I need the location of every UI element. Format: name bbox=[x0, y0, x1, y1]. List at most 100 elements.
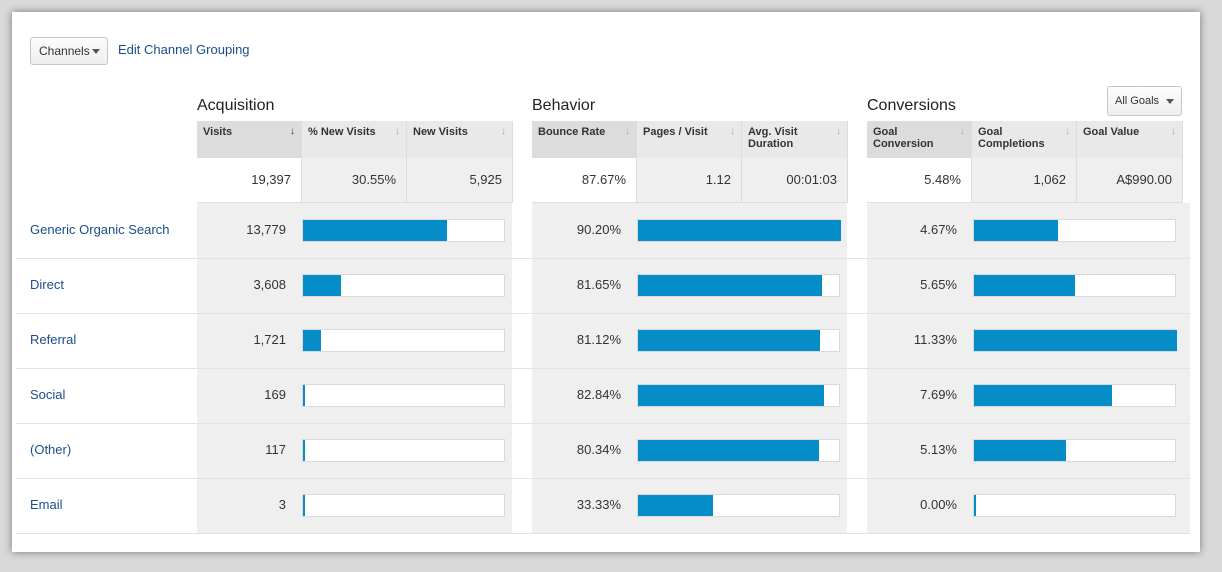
visits-share-bar-fill bbox=[303, 440, 305, 461]
row-separator bbox=[16, 423, 1190, 424]
section-title-conversions: Conversions bbox=[867, 97, 956, 114]
visits-share-bar-fill bbox=[303, 220, 447, 241]
goal-conversion-value: 11.33% bbox=[913, 332, 957, 347]
goal-conversion-bar-fill bbox=[974, 330, 1177, 351]
bounce-rate-bar-fill bbox=[638, 440, 819, 461]
visits-share-bar-fill bbox=[303, 330, 321, 351]
row-separator bbox=[16, 258, 1190, 259]
chevron-down-icon bbox=[92, 49, 100, 54]
all-goals-dropdown[interactable]: All Goals bbox=[1107, 86, 1182, 116]
header-pages-visit-label: Pages / Visit bbox=[643, 126, 708, 138]
row-separator bbox=[16, 368, 1190, 369]
goal-conversion-bar-track bbox=[973, 439, 1176, 462]
sort-icon: ↓ bbox=[1171, 126, 1176, 137]
bounce-rate-value: 81.12% bbox=[576, 332, 621, 347]
goal-conversion-bar-track bbox=[973, 329, 1177, 352]
goal-conversion-value: 0.00% bbox=[920, 497, 957, 512]
visits-share-bar-track bbox=[302, 329, 505, 352]
section-title-acquisition: Acquisition bbox=[197, 97, 275, 114]
row-separator bbox=[16, 313, 1190, 314]
bounce-rate-bar-track bbox=[637, 494, 840, 517]
goal-conversion-bar-track bbox=[973, 384, 1176, 407]
chevron-down-icon bbox=[1166, 99, 1174, 104]
channels-dropdown[interactable]: Channels bbox=[30, 37, 108, 65]
visits-value: 13,779 bbox=[246, 222, 286, 237]
visits-value: 3,608 bbox=[253, 277, 286, 292]
sort-icon: ↓ bbox=[1065, 126, 1070, 137]
visits-share-bar-track bbox=[302, 274, 505, 297]
bounce-rate-bar-fill bbox=[638, 220, 841, 241]
goal-conversion-bar-fill bbox=[974, 275, 1075, 296]
goal-conversion-value: 7.69% bbox=[920, 387, 957, 402]
header-pct-new-visits[interactable]: % New Visits ↓ 30.55% bbox=[302, 121, 407, 203]
channels-dropdown-label: Channels bbox=[39, 44, 90, 58]
visits-share-bar-fill bbox=[303, 495, 305, 516]
bounce-rate-bar-fill bbox=[638, 275, 822, 296]
goal-conversion-bar-fill bbox=[974, 495, 976, 516]
goal-conversion-bar-track bbox=[973, 274, 1176, 297]
header-goal-completions-label: Goal Completions bbox=[978, 126, 1045, 150]
bounce-rate-bar-fill bbox=[638, 330, 820, 351]
header-goal-value-label: Goal Value bbox=[1083, 126, 1140, 138]
visits-share-bar-track bbox=[302, 219, 505, 242]
total-goal-completions: 1,062 bbox=[1033, 172, 1066, 187]
header-goal-conversion-label: Goal Conversion bbox=[873, 126, 934, 150]
header-goal-conversion[interactable]: Goal Conversion ↓ 5.48% bbox=[867, 121, 972, 203]
channel-link[interactable]: (Other) bbox=[30, 442, 72, 457]
bounce-rate-value: 80.34% bbox=[576, 442, 621, 457]
channel-link[interactable]: Direct bbox=[30, 277, 64, 292]
visits-value: 3 bbox=[278, 497, 286, 512]
visits-share-bar-track bbox=[302, 439, 505, 462]
total-goal-conversion: 5.48% bbox=[924, 172, 961, 187]
goal-conversion-bar-track bbox=[973, 494, 1176, 517]
header-new-visits[interactable]: New Visits ↓ 5,925 bbox=[407, 121, 513, 203]
goal-conversion-value: 5.13% bbox=[920, 442, 957, 457]
goal-conversion-bar-fill bbox=[974, 385, 1112, 406]
bounce-rate-bar-track bbox=[637, 439, 840, 462]
total-pct-new-visits: 30.55% bbox=[351, 172, 396, 187]
row-separator bbox=[16, 533, 1190, 534]
channel-link[interactable]: Social bbox=[30, 387, 66, 402]
edit-channel-grouping-link[interactable]: Edit Channel Grouping bbox=[118, 42, 250, 57]
row-separator bbox=[16, 478, 1190, 479]
channel-link[interactable]: Generic Organic Search bbox=[30, 222, 170, 237]
bounce-rate-bar-fill bbox=[638, 495, 713, 516]
goal-conversion-value: 4.67% bbox=[920, 222, 957, 237]
header-avg-visit-duration-label: Avg. Visit Duration bbox=[748, 126, 798, 150]
visits-share-bar-fill bbox=[303, 275, 341, 296]
sort-icon: ↓ bbox=[501, 126, 506, 137]
sort-descending-icon: ↓ bbox=[290, 126, 295, 137]
visits-value: 1,721 bbox=[253, 332, 286, 347]
header-visits-label: Visits bbox=[203, 126, 233, 138]
goal-conversion-bar-fill bbox=[974, 440, 1066, 461]
header-new-visits-label: New Visits bbox=[413, 126, 468, 138]
header-bounce-rate-label: Bounce Rate bbox=[538, 126, 606, 138]
bounce-rate-value: 33.33% bbox=[576, 497, 621, 512]
all-goals-dropdown-label: All Goals bbox=[1115, 95, 1160, 107]
bounce-rate-bar-track bbox=[637, 384, 840, 407]
header-visits[interactable]: Visits ↓ 19,397 bbox=[197, 121, 302, 203]
header-bounce-rate[interactable]: Bounce Rate ↓ 87.67% bbox=[532, 121, 637, 203]
header-goal-value[interactable]: Goal Value ↓ A$990.00 bbox=[1077, 121, 1183, 203]
goal-conversion-bar-track bbox=[973, 219, 1176, 242]
visits-share-bar-track bbox=[302, 384, 505, 407]
header-avg-visit-duration[interactable]: Avg. Visit Duration ↓ 00:01:03 bbox=[742, 121, 848, 203]
visits-value: 117 bbox=[265, 442, 286, 457]
bounce-rate-bar-track bbox=[637, 329, 840, 352]
bounce-rate-value: 82.84% bbox=[576, 387, 621, 402]
total-new-visits: 5,925 bbox=[469, 172, 502, 187]
channel-link[interactable]: Email bbox=[30, 497, 63, 512]
channel-link[interactable]: Referral bbox=[30, 332, 77, 347]
bounce-rate-bar-track bbox=[637, 219, 841, 242]
goal-conversion-value: 5.65% bbox=[920, 277, 957, 292]
goal-conversion-bar-fill bbox=[974, 220, 1058, 241]
header-pct-new-visits-label: % New Visits bbox=[308, 126, 376, 138]
header-pages-visit[interactable]: Pages / Visit ↓ 1.12 bbox=[637, 121, 742, 203]
sort-icon: ↓ bbox=[395, 126, 400, 137]
header-goal-completions[interactable]: Goal Completions ↓ 1,062 bbox=[972, 121, 1077, 203]
total-goal-value: A$990.00 bbox=[1116, 172, 1172, 187]
bounce-rate-value: 81.65% bbox=[576, 277, 621, 292]
total-avg-visit-duration: 00:01:03 bbox=[786, 172, 837, 187]
sort-icon: ↓ bbox=[730, 126, 735, 137]
bounce-rate-bar-track bbox=[637, 274, 840, 297]
